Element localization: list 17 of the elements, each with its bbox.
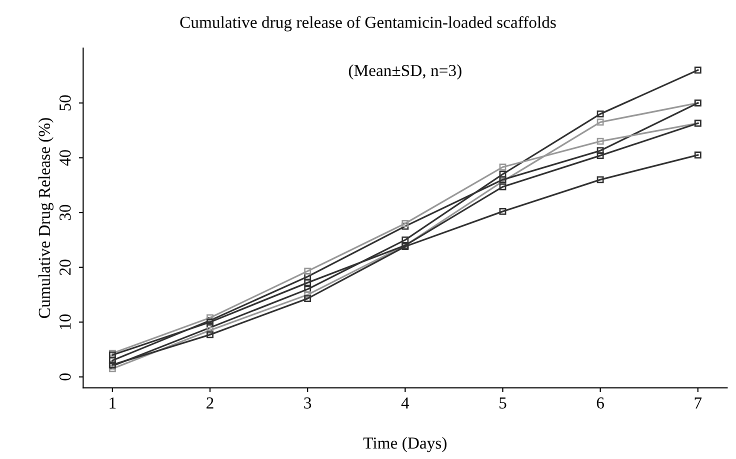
y-axis-title: Cumulative Drug Release (%) <box>38 118 54 318</box>
x-tick-label: 3 <box>304 397 312 409</box>
x-axis-title: Time (Days) <box>363 436 446 452</box>
y-tick-label: 10 <box>60 314 71 329</box>
x-tick-label: 4 <box>401 397 410 408</box>
x-tick-label: 5 <box>500 398 506 409</box>
y-tick-label: 40 <box>60 150 71 166</box>
x-tick-label: 7 <box>694 398 702 408</box>
text: (Mean±SD, n=3) <box>348 64 462 80</box>
y-tick-label: 30 <box>60 204 71 220</box>
x-tick-label: 2 <box>206 397 214 408</box>
chart-title: Cumulative drug release of Gentamicin-loaded scaffolds <box>180 16 556 32</box>
x-tick-label: 6 <box>596 397 604 409</box>
y-tick-label: 20 <box>60 260 71 275</box>
y-tick-label: 0 <box>60 373 71 380</box>
y-tick-label: 50 <box>60 95 71 110</box>
x-tick-label: 1 <box>110 397 116 408</box>
